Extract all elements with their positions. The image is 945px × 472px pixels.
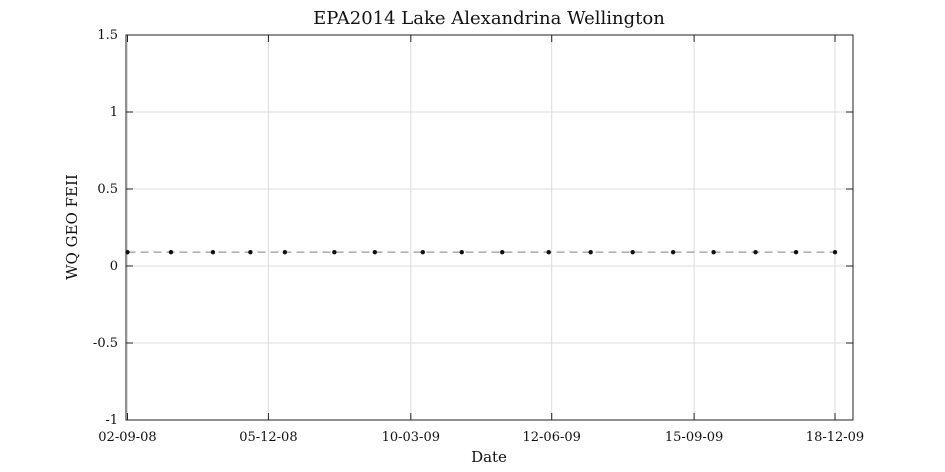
- y-tick-label: 1: [110, 105, 118, 120]
- x-tick-label: 18-12-09: [806, 430, 864, 445]
- data-point: [546, 249, 551, 255]
- plot-frame: [125, 34, 854, 421]
- y-tick-label: -0.5: [93, 336, 118, 351]
- x-tick-label: 02-09-08: [98, 430, 156, 445]
- data-point: [372, 249, 378, 255]
- x-tick-label: 15-09-09: [665, 430, 723, 445]
- x-tick-label: 05-12-08: [239, 430, 297, 445]
- data-point: [248, 249, 253, 255]
- data-point: [588, 249, 593, 255]
- x-tick-label: 10-03-09: [382, 430, 440, 445]
- x-axis-label: Date: [471, 448, 507, 466]
- y-tick-label: 1.5: [97, 28, 118, 43]
- data-point: [420, 249, 425, 255]
- data-point: [282, 249, 288, 255]
- data-point: [711, 249, 716, 255]
- data-point: [168, 249, 174, 255]
- grid-lines: [126, 34, 853, 421]
- y-tick-label: 0: [110, 259, 118, 274]
- x-tick-label: 12-06-09: [522, 430, 580, 445]
- chart-title: EPA2014 Lake Alexandrina Wellington: [313, 8, 665, 29]
- series-layer: [125, 249, 838, 255]
- data-point: [630, 249, 635, 255]
- data-point: [670, 249, 676, 255]
- data-point: [500, 249, 505, 255]
- ticks: [126, 34, 853, 421]
- y-tick-label: 0.5: [97, 182, 118, 197]
- data-point: [793, 249, 799, 255]
- y-tick-label: -1: [105, 413, 118, 428]
- data-point: [832, 249, 838, 255]
- data-point: [332, 249, 337, 255]
- data-point: [210, 249, 216, 255]
- data-point: [459, 249, 464, 255]
- data-point: [753, 249, 758, 255]
- tick-labels: 02-09-08 05-12-08 10-03-09 12-06-09 15-09-09…: [93, 28, 864, 445]
- y-axis-label: WQ GEO FEII: [63, 174, 81, 280]
